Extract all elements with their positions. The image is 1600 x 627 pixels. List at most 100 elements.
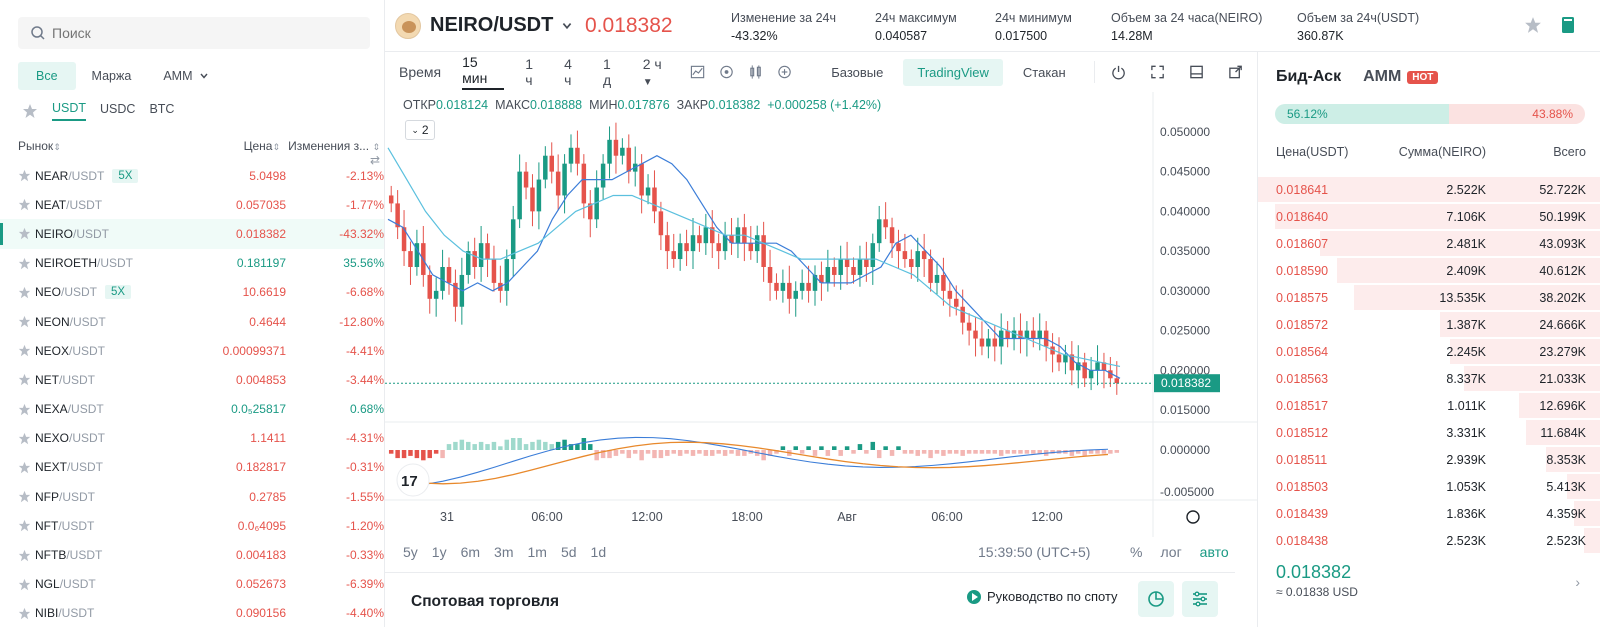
scale-log[interactable]: лог <box>1160 544 1182 560</box>
star-icon[interactable] <box>18 198 31 211</box>
ask-row[interactable]: 0.018503 1.053K 5.413K <box>1258 473 1600 500</box>
market-row[interactable]: NEAT/USDT 0.057035 -1.77% <box>0 190 384 219</box>
pair-quote: /USDT <box>66 548 103 563</box>
share-icon[interactable] <box>1228 64 1243 80</box>
range-1y[interactable]: 1y <box>431 544 447 560</box>
book-icon[interactable] <box>1560 16 1576 34</box>
star-icon[interactable] <box>18 403 31 416</box>
fullscreen-icon[interactable] <box>1150 64 1165 80</box>
market-row[interactable]: NEXA/USDT 0.0₅25817 0.68% <box>0 395 384 424</box>
search-input[interactable] <box>52 25 352 41</box>
layout-icon[interactable] <box>1189 64 1204 80</box>
sort-market-header[interactable]: Рынок⇕ <box>18 139 188 167</box>
ask-row[interactable]: 0.018438 2.523K 2.523K <box>1258 527 1600 554</box>
star-icon[interactable] <box>18 549 31 562</box>
spot-guide-link[interactable]: Руководство по споту <box>967 589 1118 604</box>
quote-tab-btc[interactable]: BTC <box>149 102 175 116</box>
favorites-star-icon[interactable] <box>22 103 38 119</box>
star-icon[interactable] <box>18 373 31 386</box>
star-icon[interactable] <box>18 169 31 182</box>
tab-amm[interactable]: AMM HOT <box>1363 68 1439 86</box>
star-icon[interactable] <box>18 227 31 240</box>
timeframe-15m[interactable]: 15 мин <box>462 54 505 90</box>
ask-row[interactable]: 0.018563 8.337K 21.033K <box>1258 365 1600 392</box>
pie-chart-button[interactable] <box>1138 581 1174 617</box>
market-row[interactable]: NFP/USDT 0.2785 -1.55% <box>0 482 384 511</box>
chevron-right-icon[interactable]: › <box>1575 574 1580 590</box>
orderbook-last-price[interactable]: 0.018382 ≈ 0.01838 USD <box>1276 562 1358 599</box>
market-row[interactable]: NEXT/USDT 0.182817 -0.31% <box>0 453 384 482</box>
ask-row[interactable]: 0.018641 2.522K 52.722K <box>1258 176 1600 203</box>
ask-row[interactable]: 0.018512 3.331K 11.684K <box>1258 419 1600 446</box>
ask-row[interactable]: 0.018517 1.011K 12.696K <box>1258 392 1600 419</box>
market-row[interactable]: NEXO/USDT 1.1411 -4.31% <box>0 424 384 453</box>
market-row[interactable]: NEOX/USDT 0.00099371 -4.41% <box>0 336 384 365</box>
ask-row[interactable]: 0.018572 1.387K 24.666K <box>1258 311 1600 338</box>
market-row[interactable]: NEIRO/USDT 0.018382 -43.32% <box>0 219 384 249</box>
settings-sliders-button[interactable] <box>1182 581 1218 617</box>
scale-percent[interactable]: % <box>1130 544 1143 560</box>
ask-row[interactable]: 0.018575 13.535K 38.202K <box>1258 284 1600 311</box>
quote-tab-usdt[interactable]: USDT <box>52 101 87 121</box>
ask-row[interactable]: 0.018607 2.481K 43.093K <box>1258 230 1600 257</box>
timeframe-1h[interactable]: 1 ч <box>525 56 533 88</box>
market-row[interactable]: NGL/USDT 0.052673 -6.39% <box>0 570 384 599</box>
view-depth-button[interactable]: Стакан <box>1022 64 1066 80</box>
ask-row[interactable]: 0.018640 7.106K 50.199K <box>1258 203 1600 230</box>
range-5d[interactable]: 5d <box>560 544 577 560</box>
star-icon[interactable] <box>18 344 31 357</box>
ask-row[interactable]: 0.018511 2.939K 8.353K <box>1258 446 1600 473</box>
power-icon[interactable] <box>1111 64 1126 80</box>
sort-price-header[interactable]: Цена⇕ <box>188 139 280 167</box>
timeframe-1d[interactable]: 1 д <box>602 56 612 88</box>
filter-amm-button[interactable]: AMM <box>147 62 224 90</box>
ask-row[interactable]: 0.018590 2.409K 40.612K <box>1258 257 1600 284</box>
price-chart[interactable]: 0.050000 0.045000 0.040000 0.035000 0.030000… <box>385 92 1257 537</box>
swap-columns-icon[interactable]: ⇄ <box>369 153 380 167</box>
tab-bid-ask[interactable]: Бид-Аск <box>1276 68 1342 85</box>
market-row[interactable]: NEO/USDT 5X 10.6619 -6.68% <box>0 278 384 307</box>
sort-change-header[interactable]: Изменения з... ⇕ ⇄ <box>280 139 380 167</box>
market-row[interactable]: NFT/USDT 0.0₆4095 -1.20% <box>0 511 384 540</box>
timeframe-time[interactable]: Время <box>399 64 442 80</box>
favorite-star-icon[interactable] <box>1524 16 1542 34</box>
timeframe-4h[interactable]: 4 ч <box>564 56 572 88</box>
market-row[interactable]: NEAR/USDT 5X 5.0498 -2.13% <box>0 161 384 190</box>
star-icon[interactable] <box>18 578 31 591</box>
ask-row[interactable]: 0.018564 2.245K 23.279K <box>1258 338 1600 365</box>
star-icon[interactable] <box>18 461 31 474</box>
market-row[interactable]: NET/USDT 0.004853 -3.44% <box>0 365 384 394</box>
view-tradingview-button[interactable]: TradingView <box>903 58 1003 86</box>
symbol-selector[interactable]: NEIRO/USDT <box>430 14 573 37</box>
filter-all-button[interactable]: Все <box>18 62 76 90</box>
quote-tab-usdc[interactable]: USDC <box>100 102 136 116</box>
gear-icon[interactable] <box>1186 510 1200 524</box>
candles-icon[interactable] <box>748 64 763 80</box>
legend-collapse-button[interactable]: ⌄ 2 <box>405 120 435 140</box>
star-icon[interactable] <box>18 315 31 328</box>
range-6m[interactable]: 6m <box>460 544 481 560</box>
range-5y[interactable]: 5y <box>403 544 418 560</box>
market-row[interactable]: NEON/USDT 0.4644 -12.80% <box>0 307 384 336</box>
star-icon[interactable] <box>18 432 31 445</box>
star-icon[interactable] <box>18 257 31 270</box>
timeframe-2h-dropdown[interactable]: 2 ч ▼ <box>643 56 674 88</box>
filter-margin-button[interactable]: Маржа <box>91 69 132 83</box>
add-indicator-icon[interactable] <box>777 64 792 80</box>
range-1m[interactable]: 1m <box>527 544 547 560</box>
search-box[interactable] <box>18 17 370 49</box>
star-icon[interactable] <box>18 519 31 532</box>
scale-auto[interactable]: авто <box>1199 544 1229 560</box>
indicator-chart-icon[interactable] <box>690 64 705 80</box>
market-row[interactable]: NIBI/USDT 0.090156 -4.40% <box>0 599 384 627</box>
market-row[interactable]: NFTB/USDT 0.004183 -0.33% <box>0 540 384 569</box>
star-icon[interactable] <box>18 286 31 299</box>
star-icon[interactable] <box>18 490 31 503</box>
star-icon[interactable] <box>18 607 31 620</box>
target-icon[interactable] <box>719 64 734 80</box>
view-basic-button[interactable]: Базовые <box>831 64 884 80</box>
range-3m[interactable]: 3m <box>494 544 514 560</box>
market-row[interactable]: NEIROETH/USDT 0.181197 35.56% <box>0 249 384 278</box>
range-1d[interactable]: 1d <box>590 544 607 560</box>
ask-row[interactable]: 0.018439 1.836K 4.359K <box>1258 500 1600 527</box>
